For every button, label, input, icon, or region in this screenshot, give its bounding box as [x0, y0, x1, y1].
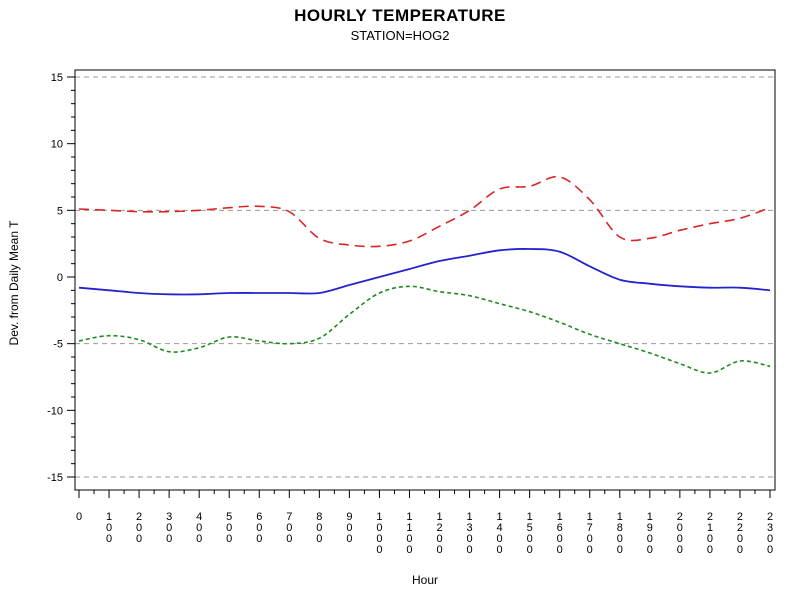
- y-tick-label-15: 15: [51, 72, 63, 84]
- x-axis-title: Hour: [412, 573, 438, 587]
- y-tick-label-0: 0: [57, 272, 63, 284]
- plot-area: 15 10 5 0 -5 -10 -15 0 1 0 0 2 0 0 3 0 0 4 0 0 5 0 0 6 0 0 7 0 0 8 0 0 9…: [47, 69, 776, 556]
- y-tick-label--5: -5: [53, 339, 63, 351]
- y-axis-ticks: [67, 76, 75, 478]
- x-tick-label-0: 0: [76, 511, 82, 523]
- y-tick-label-5: 5: [57, 205, 63, 217]
- chart-subtitle: STATION=HOG2: [351, 28, 450, 43]
- chart-title: HOURLY TEMPERATURE: [294, 6, 506, 25]
- series-red-dashed-line: [78, 175, 771, 248]
- series-blue-solid-line: [78, 248, 771, 296]
- y-tick-label-10: 10: [51, 139, 63, 151]
- y-axis-title: Dev. from Daily Mean T: [7, 220, 21, 346]
- x-axis-ticks: [78, 490, 771, 498]
- series-green-dashed-line: [78, 285, 771, 374]
- y-tick-label--15: -15: [47, 472, 63, 484]
- plot-frame: [74, 69, 776, 491]
- y-tick-label--10: -10: [47, 405, 63, 417]
